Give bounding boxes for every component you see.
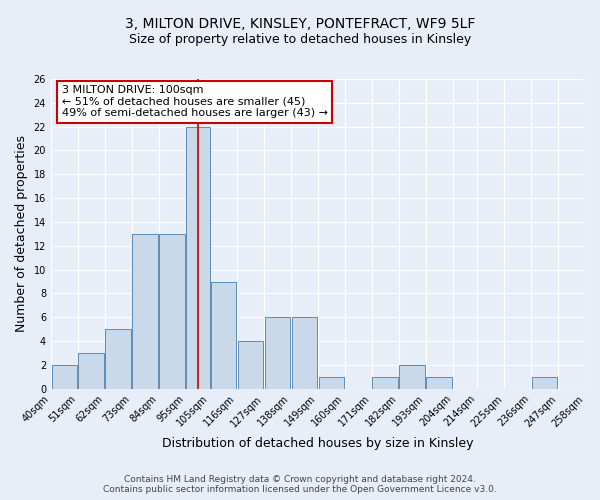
Bar — [400, 365, 425, 389]
Y-axis label: Number of detached properties: Number of detached properties — [15, 136, 28, 332]
Bar — [319, 377, 344, 389]
Bar — [292, 318, 317, 389]
Bar — [106, 329, 131, 389]
Text: Contains public sector information licensed under the Open Government Licence v3: Contains public sector information licen… — [103, 485, 497, 494]
Text: Size of property relative to detached houses in Kinsley: Size of property relative to detached ho… — [129, 32, 471, 46]
Bar — [265, 318, 290, 389]
Bar — [427, 377, 452, 389]
Text: 3 MILTON DRIVE: 100sqm
← 51% of detached houses are smaller (45)
49% of semi-det: 3 MILTON DRIVE: 100sqm ← 51% of detached… — [62, 85, 328, 118]
Bar — [186, 126, 209, 389]
Bar — [211, 282, 236, 389]
Bar — [133, 234, 158, 389]
Bar — [238, 341, 263, 389]
X-axis label: Distribution of detached houses by size in Kinsley: Distribution of detached houses by size … — [162, 437, 474, 450]
Text: Contains HM Land Registry data © Crown copyright and database right 2024.: Contains HM Land Registry data © Crown c… — [124, 475, 476, 484]
Bar — [160, 234, 185, 389]
Bar — [373, 377, 398, 389]
Bar — [52, 365, 77, 389]
Bar — [79, 353, 104, 389]
Bar — [532, 377, 557, 389]
Text: 3, MILTON DRIVE, KINSLEY, PONTEFRACT, WF9 5LF: 3, MILTON DRIVE, KINSLEY, PONTEFRACT, WF… — [125, 18, 475, 32]
